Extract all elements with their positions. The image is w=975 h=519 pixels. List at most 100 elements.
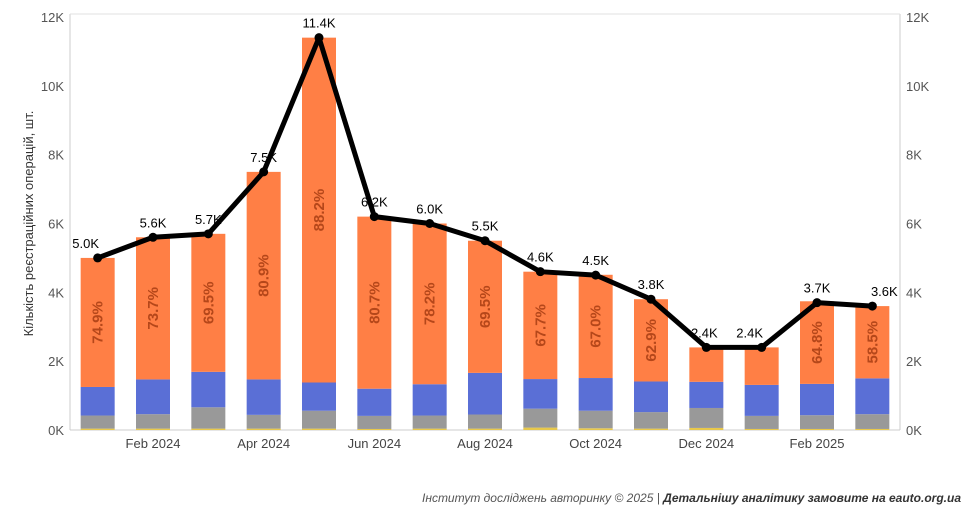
y-tick-right-label: 10K xyxy=(906,79,929,94)
y-tick-left-label: 2K xyxy=(48,354,64,369)
y-tick-left-label: 12K xyxy=(41,10,64,25)
total-line-point xyxy=(535,267,545,277)
bar-segment xyxy=(523,379,558,409)
bar-segment xyxy=(412,384,447,416)
bar-segment xyxy=(468,428,502,430)
bar-segment xyxy=(357,428,392,430)
total-label: 11.4K xyxy=(302,16,335,31)
bar-segment xyxy=(468,240,502,373)
total-label: 7.5K xyxy=(250,150,277,165)
total-label: 2.4K xyxy=(691,325,718,340)
bar-segment xyxy=(302,428,336,430)
bar-segment xyxy=(468,372,502,415)
total-line-point xyxy=(812,298,822,308)
total-line-point xyxy=(259,167,269,177)
bar-segment xyxy=(302,410,336,429)
bar-segment xyxy=(634,299,668,382)
footer-source: Інститут досліджень авторинку © 2025 | xyxy=(422,491,664,505)
total-line-point xyxy=(369,212,379,222)
total-label: 4.6K xyxy=(527,250,554,265)
x-tick-label: Dec 2024 xyxy=(679,436,735,451)
total-label: 3.7K xyxy=(804,281,831,296)
total-line-point xyxy=(480,236,490,246)
bar-segment xyxy=(800,415,834,429)
bar-segment xyxy=(800,301,834,384)
x-tick-label: Jun 2024 xyxy=(348,436,402,451)
bar-segment xyxy=(578,378,613,411)
bar-segment xyxy=(744,384,779,416)
y-tick-left-label: 0K xyxy=(48,423,64,438)
bar-percent-label: 69.5% xyxy=(200,282,217,325)
bar-segment xyxy=(80,257,115,387)
bar-segment xyxy=(578,274,613,379)
bar-percent-label: 78.2% xyxy=(422,283,439,326)
total-label: 3.8K xyxy=(638,277,665,292)
bar-segment xyxy=(578,428,613,430)
bar-segment xyxy=(136,414,170,429)
bar-percent-label: 80.9% xyxy=(256,254,273,297)
total-label: 5.5K xyxy=(472,219,499,234)
bar-percent-label: 67.7% xyxy=(532,304,549,347)
bar-segment xyxy=(744,415,779,429)
x-tick-label: Feb 2025 xyxy=(790,436,845,451)
bar-segment xyxy=(634,412,668,429)
y-tick-left-label: 10K xyxy=(41,79,64,94)
x-tick-label: Apr 2024 xyxy=(237,436,290,451)
bar-percent-label: 74.9% xyxy=(90,301,107,344)
bar-segment xyxy=(689,407,724,428)
y-tick-right-label: 4K xyxy=(906,285,922,300)
bar-segment xyxy=(136,379,170,415)
bar-percent-label: 67.0% xyxy=(588,305,605,348)
bar-segment xyxy=(800,428,834,430)
bar-segment xyxy=(191,371,226,408)
bar-segment xyxy=(191,428,226,430)
bar-segment xyxy=(468,414,502,429)
bar-segment xyxy=(855,378,890,415)
bar-segment xyxy=(689,381,724,408)
bar-percent-labels: 74.9% 73.7% 69.5% 80.9% 88.2% 80.7% 78.2% 69.5%… xyxy=(90,189,882,364)
total-labels: 5.0K 5.6K 5.7K 7.5K 11.4K 6.2K 6.0K 5.5K 4.6K 4.5… xyxy=(72,16,898,341)
y-tick-left-label: 8K xyxy=(48,148,64,163)
bar-segment xyxy=(523,427,558,430)
total-label: 5.0K xyxy=(72,236,99,251)
bar-segment xyxy=(191,407,226,429)
bar-percent-label: 64.8% xyxy=(809,321,826,364)
bar-segment xyxy=(800,383,834,416)
bar-segment xyxy=(302,37,336,383)
bar-segment xyxy=(689,347,724,382)
bar-segment xyxy=(246,428,281,430)
bar-segment xyxy=(246,171,281,380)
total-line xyxy=(93,33,877,352)
bar-segment xyxy=(136,237,170,380)
bar-segment xyxy=(136,428,170,430)
bar-segment xyxy=(744,347,779,385)
bar-percent-label: 58.5% xyxy=(864,321,881,364)
bar-percent-label: 69.5% xyxy=(477,286,494,329)
bar-percent-label: 80.7% xyxy=(366,281,383,324)
y-axis-title: Кількість реєстраційних операцій, шт. xyxy=(21,111,36,337)
footer-credit: Інститут досліджень авторинку © 2025 | Д… xyxy=(422,491,961,505)
bar-segment xyxy=(357,388,392,416)
bar-segment xyxy=(634,381,668,413)
total-label: 5.6K xyxy=(140,215,167,230)
bar-segment xyxy=(412,428,447,430)
total-label: 3.6K xyxy=(871,284,898,299)
bar-segment xyxy=(855,428,890,430)
total-label: 5.7K xyxy=(195,212,222,227)
x-tick-label: Aug 2024 xyxy=(457,436,513,451)
bar-segment xyxy=(80,428,115,430)
total-line-point xyxy=(701,342,711,352)
bar-segment xyxy=(412,223,447,385)
y-tick-left-label: 4K xyxy=(48,285,64,300)
bar-segment xyxy=(246,379,281,415)
bar-segment xyxy=(634,428,668,430)
bar-segment xyxy=(80,386,115,416)
total-line-point xyxy=(867,301,877,311)
total-label: 2.4K xyxy=(736,325,763,340)
total-label: 6.2K xyxy=(361,195,388,210)
bar-segment xyxy=(523,271,558,380)
bar-segment xyxy=(744,428,779,430)
total-label: 6.0K xyxy=(416,202,443,217)
bar-segment xyxy=(357,415,392,429)
